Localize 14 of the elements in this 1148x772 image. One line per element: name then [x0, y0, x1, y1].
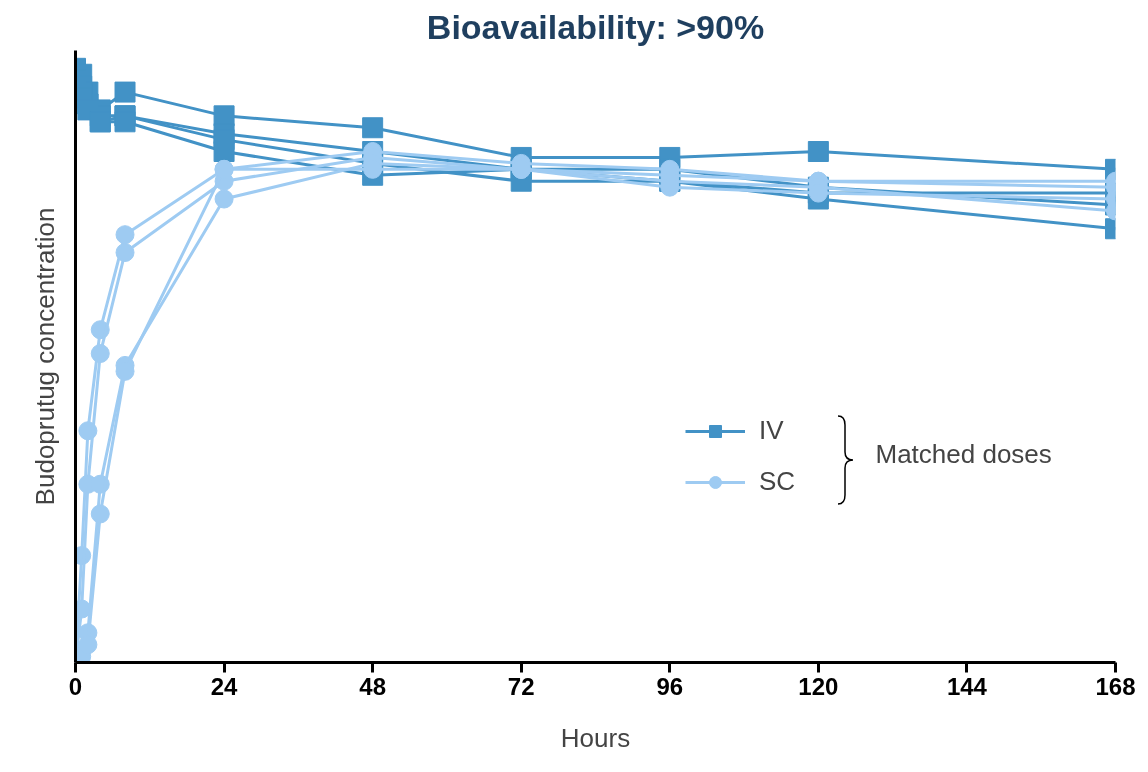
x-tick-label: 0	[68, 672, 83, 700]
x-tick-label: 48	[359, 672, 386, 700]
x-tick-label: 168	[1095, 672, 1136, 700]
chart-title: Bioavailability: >90%	[426, 7, 765, 46]
legend-label: IV	[759, 415, 784, 446]
x-tick-label: 72	[507, 672, 535, 700]
x-tick-label: 120	[798, 672, 839, 700]
x-tick-label: 96	[656, 672, 684, 700]
x-tick-label: 24	[210, 672, 239, 700]
x-tick-label: 144	[946, 672, 988, 700]
x-axis-title: Hours	[560, 722, 631, 753]
legend-label: SC	[759, 466, 796, 497]
y-axis-title: Budoprutug concentration	[29, 207, 60, 506]
annotation: Matched doses	[875, 438, 1052, 469]
